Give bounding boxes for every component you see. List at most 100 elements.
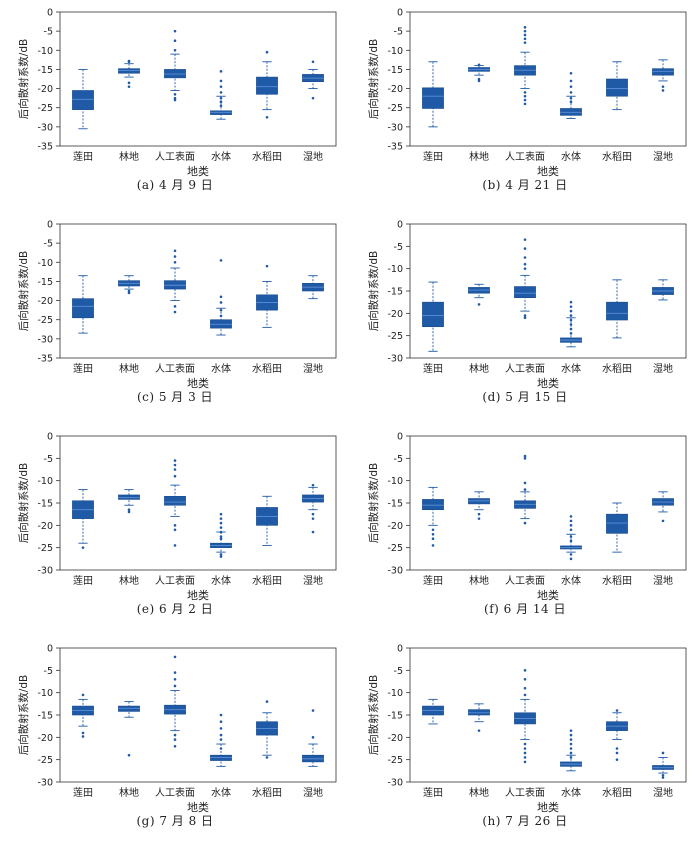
outlier-point bbox=[219, 308, 223, 312]
outlier-point bbox=[173, 744, 177, 748]
outlier-point bbox=[615, 747, 619, 750]
box-plot: 0 -5 -10 -15 -20 -25 -30 -35 后向散射系数/dB 莲田 林地 人工表面 水体… bbox=[367, 8, 687, 178]
box-2 bbox=[468, 703, 490, 732]
chart-panel-8: 0 -5 -10 -15 -20 -25 -30 后向散射系数/dB 莲田 林地 人工表面 水体 水稻田… bbox=[350, 636, 700, 848]
y-tick-label: -35 bbox=[37, 142, 53, 153]
x-tick-label: 林地 bbox=[119, 362, 139, 375]
box-2 bbox=[118, 275, 140, 295]
y-tick-label: -25 bbox=[387, 543, 403, 554]
box-body bbox=[164, 496, 186, 506]
plot-frame bbox=[59, 11, 337, 147]
box-1 bbox=[422, 698, 444, 725]
outlier-point bbox=[477, 77, 481, 81]
y-tick-label: -30 bbox=[37, 566, 53, 577]
outlier-point bbox=[173, 255, 177, 258]
box-6 bbox=[652, 59, 674, 92]
y-tick-label: -25 bbox=[387, 103, 403, 114]
x-axis-label: 地类 bbox=[187, 376, 209, 390]
outlier-point bbox=[569, 515, 573, 518]
y-tick-label: -20 bbox=[37, 296, 53, 307]
box-body bbox=[422, 499, 444, 510]
box-body bbox=[606, 513, 628, 534]
outlier-point bbox=[173, 528, 177, 532]
x-tick-label: 莲田 bbox=[73, 787, 93, 799]
y-tick-label: 0 bbox=[47, 220, 53, 231]
box-1 bbox=[422, 486, 444, 547]
outlier-point bbox=[523, 238, 527, 241]
y-tick-label: -20 bbox=[387, 84, 403, 95]
x-tick-label: 水体 bbox=[561, 363, 581, 375]
y-tick-label: 0 bbox=[397, 644, 403, 655]
outlier-point bbox=[311, 60, 315, 64]
y-tick-label: -25 bbox=[387, 755, 403, 766]
outlier-point bbox=[477, 303, 481, 306]
x-tick-label: 湿地 bbox=[653, 574, 673, 587]
outlier-point bbox=[173, 260, 177, 264]
x-tick-label: 湿地 bbox=[653, 786, 673, 799]
outlier-point bbox=[523, 247, 527, 250]
outlier-point bbox=[127, 81, 131, 85]
outlier-point bbox=[661, 85, 665, 88]
panel-caption: (h) 7 月 26 日 bbox=[482, 814, 568, 828]
y-tick-label: -25 bbox=[37, 103, 53, 114]
outlier-point bbox=[219, 100, 223, 104]
outlier-point bbox=[523, 41, 527, 44]
outlier-point bbox=[219, 295, 223, 299]
outlier-point bbox=[523, 262, 527, 266]
x-tick-label: 水稻田 bbox=[602, 363, 632, 375]
box-body bbox=[422, 87, 444, 109]
y-tick-label: 0 bbox=[397, 220, 403, 231]
outlier-point bbox=[219, 727, 223, 730]
x-tick-label: 人工表面 bbox=[155, 150, 195, 163]
outlier-point bbox=[661, 751, 665, 755]
outlier-point bbox=[219, 512, 223, 516]
outlier-point bbox=[569, 100, 573, 104]
outlier-point bbox=[173, 39, 177, 43]
outlier-point bbox=[523, 457, 527, 460]
y-tick-label: -10 bbox=[387, 46, 403, 57]
plot-frame bbox=[59, 223, 337, 359]
outlier-point bbox=[219, 738, 223, 741]
outlier-point bbox=[615, 758, 619, 761]
outlier-point bbox=[219, 70, 223, 73]
chart-panel-4: 0 -5 -10 -15 -20 -25 -30 后向散射系数/dB 莲田 林地 人工表面 水体 水稻田… bbox=[350, 212, 700, 424]
y-tick-label: -10 bbox=[387, 476, 403, 487]
outlier-point bbox=[569, 539, 573, 543]
x-axis-label: 地类 bbox=[187, 588, 209, 602]
box-body bbox=[256, 76, 278, 95]
outlier-point bbox=[569, 96, 573, 100]
outlier-point bbox=[311, 736, 315, 739]
x-tick-label: 水稻田 bbox=[252, 363, 282, 375]
box-5 bbox=[606, 279, 628, 339]
box-4 bbox=[210, 259, 232, 336]
y-tick-label: -5 bbox=[44, 666, 53, 677]
box-2 bbox=[468, 63, 490, 83]
x-axis-label: 地类 bbox=[537, 376, 559, 390]
outlier-point bbox=[219, 553, 223, 556]
outlier-point bbox=[219, 79, 223, 83]
box-3 bbox=[514, 238, 536, 320]
box-5 bbox=[606, 709, 628, 761]
box-4 bbox=[560, 729, 582, 772]
y-tick-label: 0 bbox=[397, 8, 403, 19]
y-tick-label: -15 bbox=[37, 711, 53, 722]
box-body bbox=[652, 68, 674, 76]
x-tick-label: 水体 bbox=[561, 575, 581, 587]
plot-frame bbox=[59, 647, 337, 783]
box-body bbox=[72, 298, 94, 319]
y-axis-label: 后向散射系数/dB bbox=[367, 463, 380, 543]
outlier-point bbox=[173, 459, 177, 462]
outlier-point bbox=[569, 519, 573, 523]
x-tick-label: 人工表面 bbox=[155, 574, 195, 587]
x-tick-label: 林地 bbox=[119, 786, 139, 799]
x-tick-label: 莲田 bbox=[423, 575, 443, 587]
y-tick-label: -5 bbox=[44, 454, 53, 465]
box-4 bbox=[210, 713, 232, 767]
outlier-point bbox=[173, 48, 177, 52]
box-5 bbox=[256, 50, 278, 119]
y-tick-label: -15 bbox=[387, 287, 403, 298]
outlier-point bbox=[81, 731, 85, 735]
y-tick-label: -30 bbox=[387, 122, 403, 133]
outlier-point bbox=[81, 735, 85, 738]
outlier-point bbox=[477, 79, 481, 83]
